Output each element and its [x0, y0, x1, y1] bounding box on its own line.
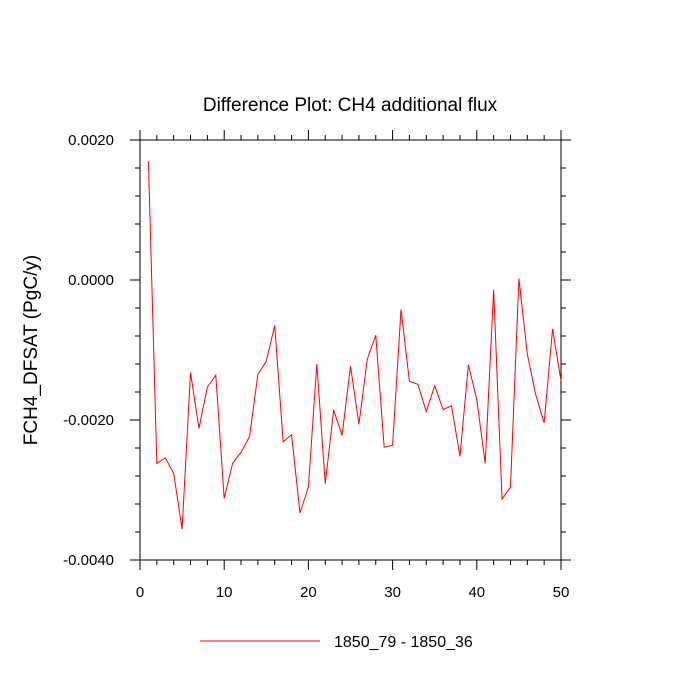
- x-tick-label: 10: [216, 584, 233, 601]
- chart-title: Difference Plot: CH4 additional flux: [203, 95, 498, 116]
- legend-label: 1850_79 - 1850_36: [334, 634, 473, 651]
- x-tick-label: 30: [384, 584, 401, 601]
- y-tick-label: 0.0020: [68, 132, 114, 149]
- legend: 1850_79 - 1850_36: [200, 634, 473, 651]
- plot-frame: [139, 139, 562, 561]
- y-tick-label: -0.0020: [63, 412, 114, 429]
- x-tick-label: 40: [468, 584, 485, 601]
- x-tick-label: 0: [136, 584, 144, 601]
- x-tick-label: 20: [300, 584, 317, 601]
- x-tick-label: 50: [553, 584, 570, 601]
- y-tick-label: -0.0040: [63, 552, 114, 569]
- plot-area: 0 10 20 30 40 50 -0.0040 -0.0020 0.0000 0.0020: [63, 130, 571, 601]
- y-axis-label: FCH4_DFSAT (PgC/y): [21, 255, 42, 445]
- series-line-0: [147, 160, 562, 530]
- y-tick-label: 0.0000: [68, 272, 114, 289]
